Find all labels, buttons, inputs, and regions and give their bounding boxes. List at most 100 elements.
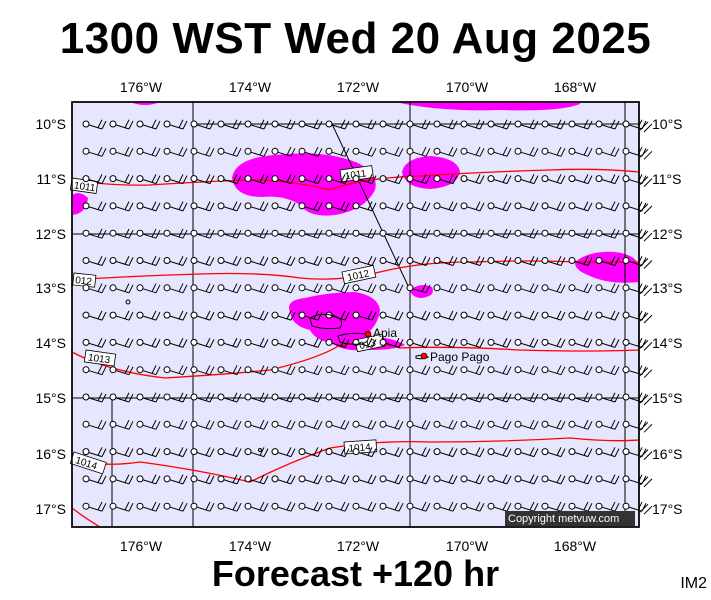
wind-barb: [433, 419, 458, 430]
wind-barb: [325, 365, 350, 376]
wind-barb: [190, 201, 215, 212]
wind-barb: [460, 174, 485, 185]
wind-barb: [514, 119, 539, 130]
wind-barb: [325, 337, 350, 348]
wind-barb: [325, 283, 350, 294]
wind-barb: [487, 256, 512, 266]
wind-barb: [163, 283, 188, 294]
wind-barb: [541, 256, 566, 266]
wind-barb: [514, 501, 539, 512]
wind-barb: [217, 501, 242, 512]
lat-label-right-10: 10°S: [652, 116, 683, 132]
wind-barb: [379, 392, 404, 403]
wind-barb: [595, 146, 620, 157]
wind-barb: [514, 228, 539, 239]
tutuila-island: [415, 354, 429, 360]
wind-barb: [325, 501, 350, 512]
wind-barb: [109, 392, 134, 403]
wind-barb: [541, 119, 566, 130]
wind-barb: [325, 256, 350, 266]
wind-barb: [460, 283, 485, 294]
lon-label-bottom-172: 172°W: [337, 538, 380, 554]
wind-barb: [541, 283, 566, 294]
wind-barb: [514, 201, 539, 212]
wind-barb: [298, 283, 323, 294]
islet-west: [125, 299, 131, 305]
wind-barb: [433, 447, 458, 458]
wind-barb: [460, 337, 485, 348]
wind-barb: [595, 256, 620, 266]
wind-barb: [163, 337, 188, 348]
precip-area-west: [72, 193, 88, 215]
lon-labels-top: 176°W 174°W 172°W 170°W 168°W: [120, 79, 597, 95]
wind-barb: [595, 419, 620, 430]
wind-barb: [298, 392, 323, 403]
wind-barb: [487, 228, 512, 239]
chart-title: 1300 WST Wed 20 Aug 2025: [59, 14, 652, 63]
wind-barb: [298, 447, 323, 458]
wind-barb: [379, 474, 404, 485]
wind-barb: [217, 174, 242, 185]
wind-barb: [406, 392, 431, 403]
wind-barb: [406, 419, 431, 430]
wind-barb: [487, 119, 512, 130]
wind-barb: [352, 419, 377, 430]
wind-barb: [271, 256, 296, 266]
lat-label-left-11: 11°S: [37, 171, 66, 187]
wind-barb: [406, 174, 431, 185]
wind-barb: [541, 310, 566, 321]
wind-barb: [190, 447, 215, 458]
wind-barb: [433, 256, 458, 266]
wind-barb: [568, 447, 593, 458]
wind-barb: [352, 174, 377, 185]
wind-barb: [217, 419, 242, 430]
wind-barb: [379, 228, 404, 239]
wind-barb: [325, 419, 350, 430]
wind-barb: [568, 392, 593, 403]
wind-barb: [433, 201, 458, 212]
apia-label: Apia: [373, 326, 397, 340]
wind-barb: [487, 337, 512, 348]
wind-barb: [163, 310, 188, 321]
lat-label-right-15: 15°S: [652, 390, 683, 406]
isobar-1013-line: [71, 342, 640, 379]
wind-barb: [406, 474, 431, 485]
wind-barb: [136, 365, 161, 376]
wind-barb: [190, 283, 215, 294]
wind-barb-edge: [639, 421, 653, 433]
wind-barb: [352, 256, 377, 266]
wind-barb: [298, 474, 323, 485]
wind-barb: [568, 228, 593, 239]
wind-barb: [271, 474, 296, 485]
wind-barb: [460, 119, 485, 130]
wind-barb: [298, 201, 323, 212]
wind-barb: [190, 119, 215, 130]
wind-barb: [379, 310, 404, 321]
pago-pago-marker: [420, 352, 428, 360]
wind-barb: [541, 474, 566, 485]
wind-barb: [271, 174, 296, 185]
wind-barb: [325, 201, 350, 212]
wind-barb: [460, 228, 485, 239]
lat-label-left-13: 13°S: [35, 280, 66, 296]
wind-barb: [109, 310, 134, 321]
wind-barb: [136, 174, 161, 185]
lon-label-top-176: 176°W: [120, 79, 163, 95]
wind-barb: [352, 310, 377, 321]
wind-barb: [352, 501, 377, 512]
wind-barb-edge: [639, 203, 653, 215]
wind-barb: [460, 474, 485, 485]
wind-barb-edge: [639, 258, 653, 269]
lon-label-bottom-170: 170°W: [446, 538, 489, 554]
wind-barb-edge: [639, 176, 653, 187]
wind-barb-edge: [639, 340, 653, 351]
wind-barb: [298, 146, 323, 157]
wind-barb: [136, 283, 161, 294]
wind-barb: [217, 474, 242, 485]
wind-barb: [541, 337, 566, 348]
copyright-box: [505, 511, 635, 526]
wind-barb: [568, 310, 593, 321]
wind-barb-edge: [639, 367, 653, 379]
wind-barb: [379, 365, 404, 376]
wind-barb: [487, 501, 512, 512]
